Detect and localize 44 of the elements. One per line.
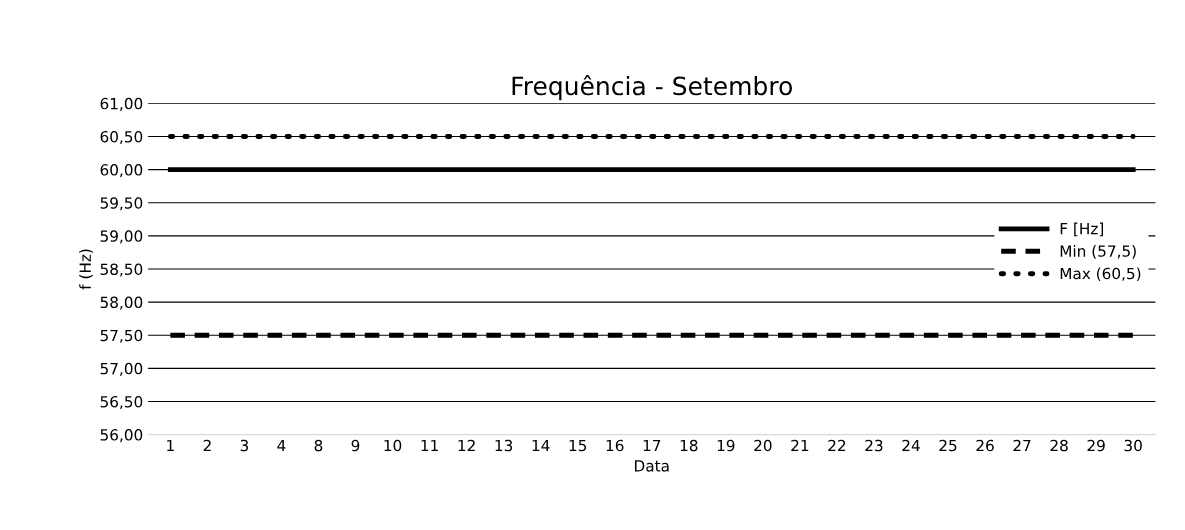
x-tick-label: 23 (865, 439, 883, 452)
y-tick-label: 56,00 (100, 429, 143, 443)
y-tick-label: 60,00 (100, 164, 143, 178)
x-tick-label: 4 (277, 439, 286, 452)
x-tick-label: 21 (791, 439, 809, 452)
x-tick-label: 1 (167, 439, 174, 452)
x-tick-label: 22 (828, 439, 846, 452)
x-tick-label: 2 (203, 439, 211, 452)
x-tick-label: 20 (754, 439, 772, 452)
x-tick-label: 27 (1013, 439, 1031, 452)
x-tick-label: 30 (1124, 439, 1142, 452)
x-tick-label: 28 (1050, 439, 1068, 452)
x-tick-label: 3 (240, 439, 249, 452)
y-tick-label: 58,50 (100, 263, 143, 277)
y-tick-label: 59,50 (100, 197, 143, 211)
chart-title: Frequência - Setembro (512, 75, 792, 101)
x-tick-label: 8 (314, 439, 323, 452)
x-tick-label: 26 (976, 439, 994, 452)
x-tick-label: 18 (680, 439, 698, 452)
x-tick-label: 11 (421, 439, 438, 452)
legend-label: F [Hz] (1060, 222, 1103, 237)
x-tick-label: 24 (902, 439, 920, 452)
y-axis-title: f (Hz) (79, 249, 93, 290)
x-tick-label: 9 (351, 439, 360, 452)
y-tick-label: 56,50 (100, 395, 143, 410)
x-tick-label: 12 (458, 439, 475, 452)
legend-label: Min (57,5) (1060, 245, 1136, 259)
x-tick-label: 25 (939, 439, 957, 452)
x-tick-label: 10 (384, 439, 402, 452)
y-tick-label: 58,00 (100, 296, 143, 310)
y-tick-label: 57,00 (100, 362, 143, 376)
x-tick-label: 29 (1087, 439, 1105, 452)
x-tick-label: 19 (717, 439, 735, 452)
y-tick-label: 57,50 (100, 329, 143, 343)
legend-label: Max (60,5) (1060, 267, 1141, 282)
x-tick-label: 17 (643, 439, 661, 452)
x-tick-label: 14 (532, 439, 550, 452)
x-axis-title: Data (635, 460, 669, 472)
y-tick-label: 59,00 (100, 230, 143, 244)
x-tick-label: 15 (569, 439, 587, 452)
x-tick-label: 13 (495, 439, 513, 452)
x-tick-label: 16 (606, 439, 624, 452)
y-tick-label: 61,00 (100, 97, 143, 111)
y-tick-label: 60,50 (100, 130, 143, 145)
